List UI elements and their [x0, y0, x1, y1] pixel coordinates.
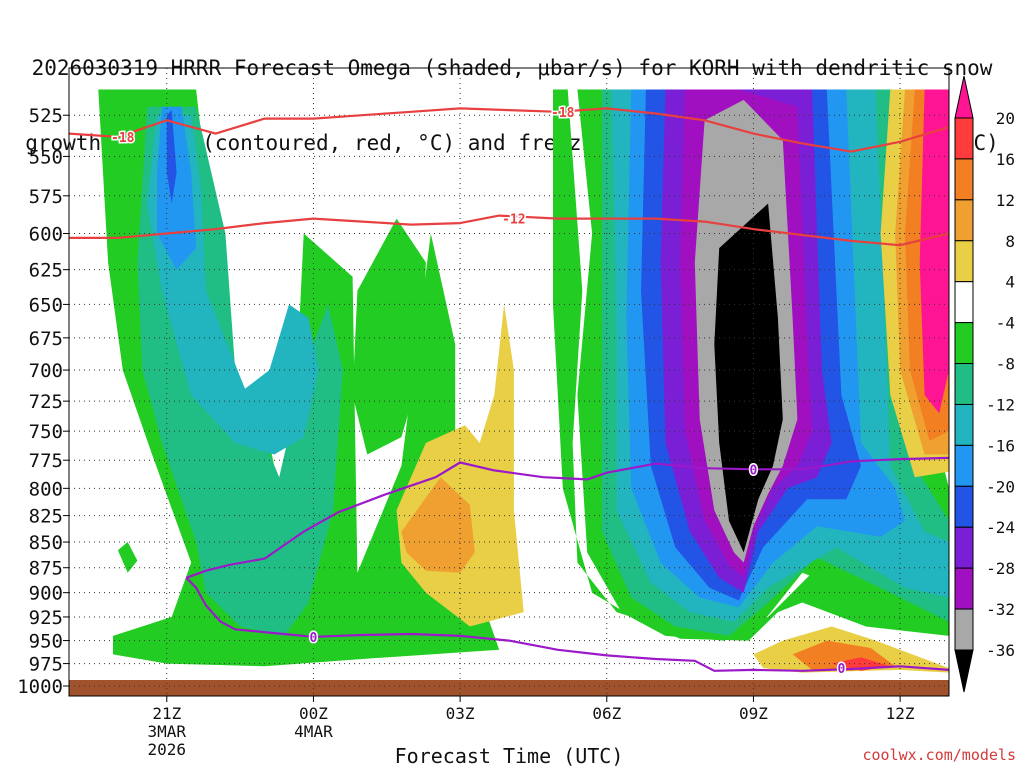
- contour-lines: [69, 107, 949, 672]
- contour-label: 0: [750, 463, 758, 478]
- contour-label: -12: [502, 213, 525, 228]
- x-tick-label: 12Z: [886, 704, 915, 723]
- omega-region-5: [352, 218, 426, 455]
- colorbar-swatch: [954, 567, 974, 610]
- grid-lines: [69, 68, 949, 696]
- y-tick-label: 750: [29, 421, 63, 443]
- y-tick-label: 650: [29, 294, 63, 316]
- y-tick-label: 700: [29, 360, 63, 382]
- contour-line-2: [185, 456, 949, 579]
- colorbar-swatch: [954, 322, 974, 365]
- y-tick-label: 600: [29, 224, 63, 246]
- x-tick-label: 09Z: [739, 704, 768, 723]
- omega-region-7: [401, 477, 475, 573]
- y-tick-label: 925: [29, 607, 63, 629]
- colorbar-swatch: [954, 363, 974, 405]
- y-tick-label: 900: [29, 583, 63, 605]
- y-tick-label: 775: [29, 450, 63, 472]
- x-tick-label: 06Z: [592, 704, 621, 723]
- colorbar: 20 16 12 8 4 -4 -8 -12 -16 -20 -24 -28 -32 -36: [954, 75, 1015, 693]
- omega-region-21: [919, 89, 949, 414]
- omega-region-25: [117, 542, 138, 573]
- colorbar-label: -12: [986, 395, 1015, 414]
- colorbar-top-arrow: [954, 75, 974, 119]
- omega-region-17: [714, 203, 783, 553]
- colorbar-swatch: [954, 199, 974, 242]
- y-tick-label: 550: [29, 146, 63, 168]
- colorbar-label: -36: [986, 641, 1015, 660]
- x-tick-label: 03Z: [446, 704, 475, 723]
- y-tick-label: 725: [29, 391, 63, 413]
- contour-label: -18: [551, 106, 575, 121]
- colorbar-label: -32: [986, 600, 1015, 619]
- y-tick-label: 675: [29, 328, 63, 350]
- colorbar-label: 16: [996, 150, 1015, 169]
- y-tick-label: 575: [29, 186, 63, 208]
- colorbar-label: -8: [996, 355, 1015, 374]
- terrain-ground: [69, 680, 949, 696]
- y-tick-label: 950: [29, 631, 63, 653]
- x-axis-label: Forecast Time (UTC): [394, 744, 624, 768]
- contour-line-1: [69, 214, 949, 247]
- colorbar-label: 8: [1005, 232, 1015, 251]
- colorbar-label: -28: [986, 559, 1015, 578]
- y-tick-label: 1000: [17, 676, 63, 698]
- colorbar-swatch: [954, 526, 974, 569]
- contour-labels: -18 -18 -12 0 0 0: [110, 104, 847, 678]
- colorbar-label: 12: [996, 191, 1015, 210]
- x-tick-date: 3MAR: [148, 722, 187, 741]
- omega-region-4: [166, 110, 177, 204]
- y-tick-label: 525: [29, 105, 63, 127]
- colorbar-swatch: [954, 403, 974, 446]
- colorbar-swatch: [954, 444, 974, 487]
- omega-shading: [98, 89, 949, 673]
- plot-frame: [68, 67, 950, 697]
- contour-label: 0: [838, 662, 846, 677]
- contour-line-3: [185, 577, 949, 672]
- credit-text: coolwx.com/models: [862, 746, 1016, 764]
- colorbar-swatch: [954, 158, 974, 201]
- x-tick-year: 2026: [148, 740, 187, 759]
- y-tick-label: 800: [29, 478, 63, 500]
- y-tick-label: 875: [29, 558, 63, 580]
- contour-label: -18: [111, 131, 135, 146]
- colorbar-label: 20: [996, 109, 1015, 128]
- x-tick-date: 4MAR: [294, 722, 333, 741]
- contour-line-0: [69, 107, 949, 153]
- y-tick-label: 625: [29, 260, 63, 282]
- y-tick-label: 825: [29, 506, 63, 528]
- colorbar-swatch: [954, 608, 974, 651]
- x-tick-label: 21Z: [152, 704, 181, 723]
- contour-label: 0: [310, 631, 318, 646]
- colorbar-swatch: [954, 240, 974, 283]
- y-tick-label: 850: [29, 532, 63, 554]
- colorbar-bottom-arrow: [954, 649, 974, 693]
- x-tick-label: 00Z: [299, 704, 328, 723]
- y-axis: 525 550 575 600 625 650 675 700 725 750 775 800 825 8…: [17, 105, 69, 698]
- colorbar-label: 4: [1005, 273, 1015, 292]
- colorbar-label: -4: [996, 314, 1015, 333]
- colorbar-swatch: [954, 485, 974, 528]
- colorbar-label: -16: [986, 436, 1015, 455]
- y-tick-label: 975: [29, 654, 63, 676]
- colorbar-label: -20: [986, 477, 1015, 496]
- colorbar-swatch: [954, 281, 974, 324]
- colorbar-label: -24: [986, 518, 1015, 537]
- colorbar-swatch: [954, 117, 974, 160]
